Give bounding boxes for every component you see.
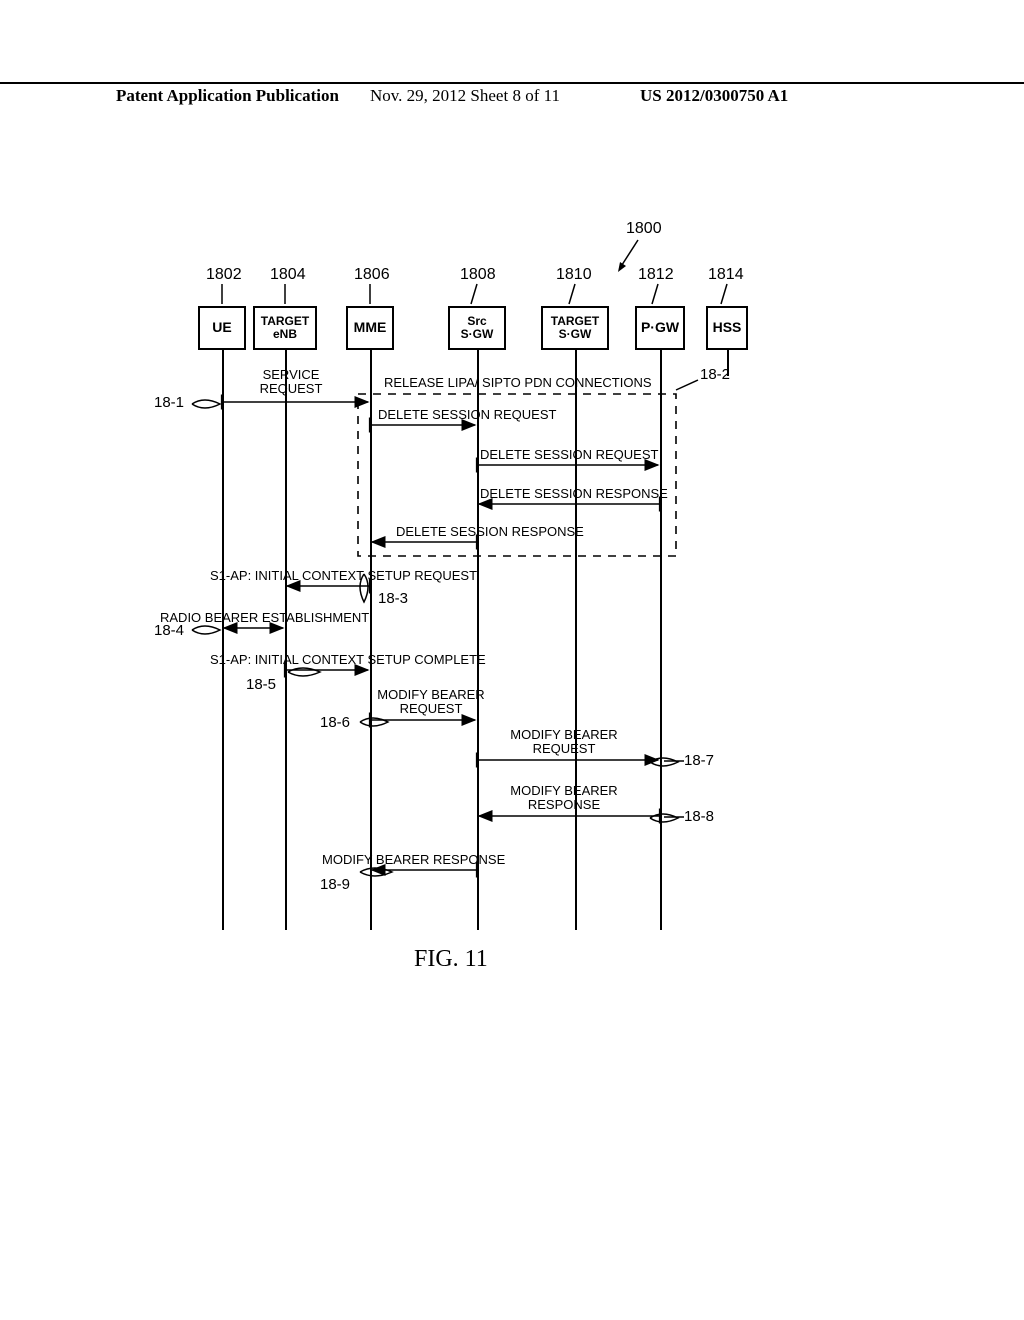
header-middle: Nov. 29, 2012 Sheet 8 of 11 <box>370 86 560 106</box>
msg-del-sess-req-2: DELETE SESSION REQUEST <box>480 448 670 462</box>
figure-caption: FIG. 11 <box>414 946 488 973</box>
lead-18-8 <box>664 812 688 822</box>
ref-18-7: 18-7 <box>684 752 714 769</box>
callout-18-3 <box>354 572 370 608</box>
ref-18-3: 18-3 <box>378 590 408 607</box>
sequence-diagram: 1800 1802 1804 1806 1808 1810 1812 1814 … <box>160 230 880 990</box>
ref-18-4: 18-4 <box>154 622 184 639</box>
ref-18-1: 18-1 <box>154 394 184 411</box>
msg-del-sess-req-1: DELETE SESSION REQUEST <box>378 408 558 422</box>
callout-18-6 <box>358 716 394 732</box>
msg-mod-bearer-resp-2: MODIFY BEARER RESPONSE <box>322 853 512 867</box>
callout-18-5 <box>286 666 326 682</box>
msg-mod-bearer-req-2: MODIFY BEARER REQUEST <box>504 728 624 757</box>
ref-18-8: 18-8 <box>684 808 714 825</box>
msg-del-sess-resp-1: DELETE SESSION RESPONSE <box>480 487 676 501</box>
msg-mod-bearer-req-1: MODIFY BEARER REQUEST <box>376 688 486 717</box>
msg-service-request: SERVICE REQUEST <box>254 368 328 397</box>
msg-mod-bearer-resp-1: MODIFY BEARER RESPONSE <box>504 784 624 813</box>
header-left: Patent Application Publication <box>116 86 339 106</box>
callout-18-4 <box>190 624 226 640</box>
ref-18-5: 18-5 <box>246 676 276 693</box>
msg-del-sess-resp-2: DELETE SESSION RESPONSE <box>396 525 596 539</box>
callout-18-1 <box>190 398 226 414</box>
lead-18-7 <box>664 756 688 766</box>
msg-s1ap-complete: S1-AP: INITIAL CONTEXT SETUP COMPLETE <box>210 653 510 667</box>
page-header: Patent Application Publication Nov. 29, … <box>0 82 1024 108</box>
header-right: US 2012/0300750 A1 <box>640 86 788 106</box>
ref-18-9: 18-9 <box>320 876 350 893</box>
arrows-layer <box>160 230 780 950</box>
ref-18-6: 18-6 <box>320 714 350 731</box>
callout-18-9 <box>358 866 398 882</box>
